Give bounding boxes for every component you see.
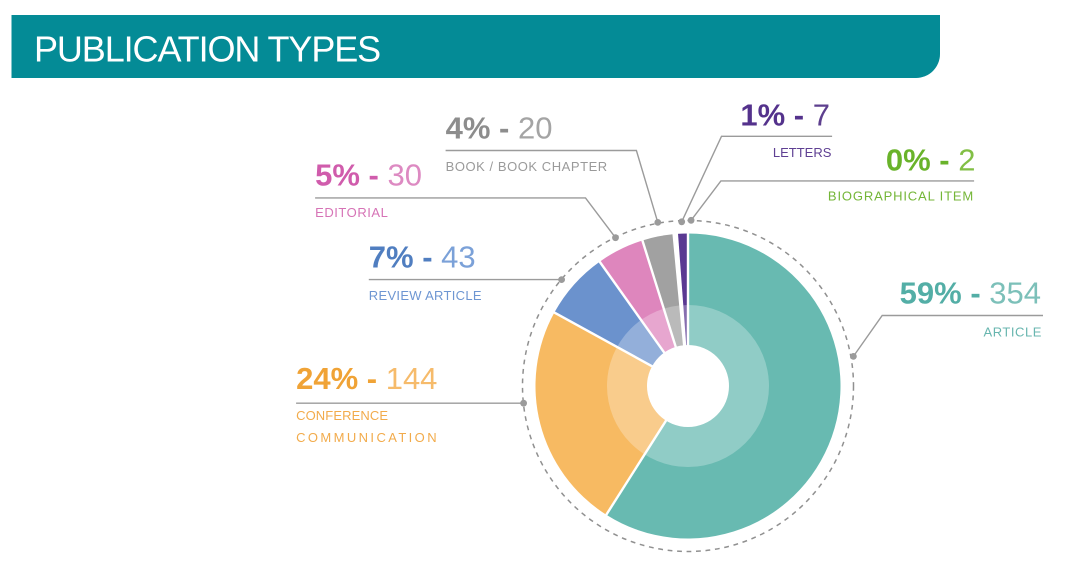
svg-text:BOOK / BOOK CHAPTER: BOOK / BOOK CHAPTER xyxy=(446,159,608,174)
svg-text:BIOGRAPHICAL ITEM: BIOGRAPHICAL ITEM xyxy=(828,189,974,204)
svg-text:ARTICLE: ARTICLE xyxy=(983,325,1042,340)
svg-text:REVIEW ARTICLE: REVIEW ARTICLE xyxy=(369,288,482,303)
svg-text:PUBLICATION TYPES: PUBLICATION TYPES xyxy=(34,29,380,70)
svg-text:COMMUNICATION: COMMUNICATION xyxy=(296,430,439,445)
svg-text:59% - 354: 59% - 354 xyxy=(900,275,1041,310)
svg-text:4% - 20: 4% - 20 xyxy=(446,111,553,146)
svg-text:0% - 2: 0% - 2 xyxy=(886,143,976,178)
svg-text:1% - 7: 1% - 7 xyxy=(740,97,830,132)
svg-text:EDITORIAL: EDITORIAL xyxy=(315,205,388,220)
svg-text:5% - 30: 5% - 30 xyxy=(315,158,422,193)
svg-text:24% - 144: 24% - 144 xyxy=(296,361,437,396)
svg-text:LETTERS: LETTERS xyxy=(773,145,832,160)
svg-text:CONFERENCE: CONFERENCE xyxy=(296,408,388,423)
svg-text:7% - 43: 7% - 43 xyxy=(369,240,476,275)
